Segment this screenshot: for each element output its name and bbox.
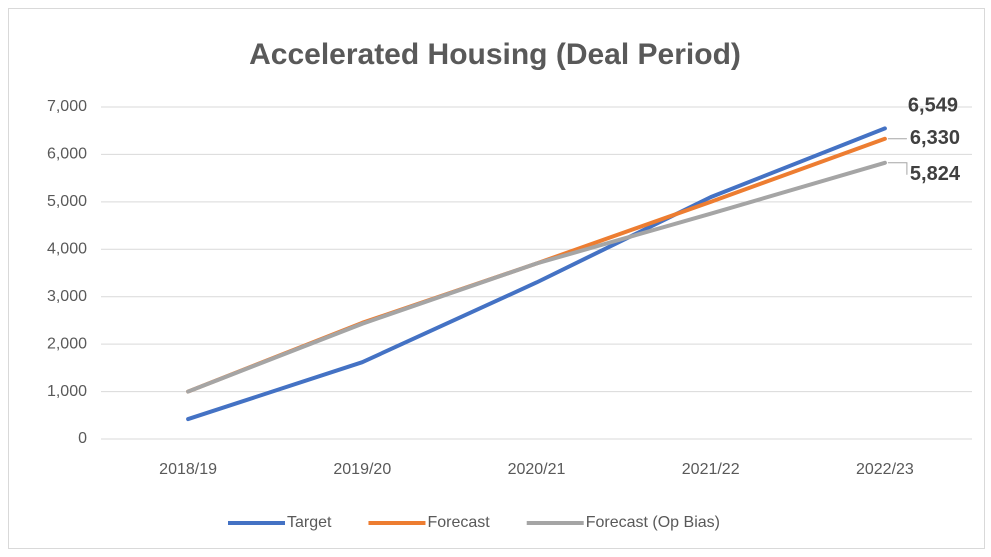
y-tick-label: 3,000	[47, 288, 87, 305]
legend-label: Target	[287, 514, 332, 531]
chart-title: Accelerated Housing (Deal Period)	[249, 38, 741, 71]
legend-label: Forecast (Op Bias)	[586, 514, 720, 531]
series-line	[186, 160, 887, 394]
legend-label: Forecast	[427, 514, 490, 531]
y-tick-label: 7,000	[47, 98, 87, 115]
x-tick-label: 2020/21	[508, 461, 566, 478]
x-tick-label: 2018/19	[159, 461, 217, 478]
data-label: 6,330	[910, 127, 960, 149]
y-tick-label: 6,000	[47, 146, 87, 163]
y-tick-label: 1,000	[47, 383, 87, 400]
series-line	[186, 126, 887, 422]
x-tick-label: 2019/20	[333, 461, 391, 478]
y-tick-label: 4,000	[47, 241, 87, 258]
y-tick-label: 2,000	[47, 335, 87, 352]
data-label: 5,824	[910, 163, 961, 185]
y-tick-label: 5,000	[47, 193, 87, 210]
data-label: 6,549	[908, 95, 958, 117]
x-tick-label: 2022/23	[856, 461, 914, 478]
x-tick-label: 2021/22	[682, 461, 740, 478]
y-tick-label: 0	[78, 430, 87, 447]
label-leader	[887, 162, 908, 175]
